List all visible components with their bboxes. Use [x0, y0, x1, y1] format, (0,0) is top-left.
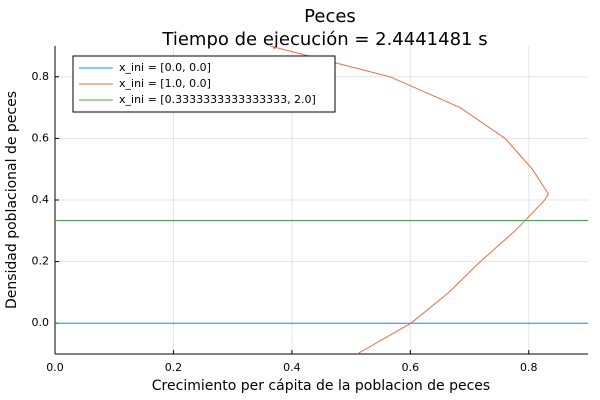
y-axis-label: Densidad poblacional de peces — [4, 91, 20, 309]
y-tick-label: 0.8 — [32, 70, 50, 83]
y-tick-label: 0.0 — [32, 316, 50, 329]
x-tick-label: 0.2 — [165, 361, 183, 374]
legend-label: x_ini = [0.0, 0.0] — [119, 61, 211, 74]
y-tick-label: 0.2 — [32, 255, 50, 268]
x-tick-label: 0.6 — [402, 361, 420, 374]
plot-area — [55, 46, 588, 354]
chart-title: Peces — [304, 6, 356, 27]
legend-label: x_ini = [0.3333333333333333, 2.0] — [119, 93, 316, 106]
chart-subtitle: Tiempo de ejecución = 2.4441481 s — [161, 29, 487, 50]
x-axis-label: Crecimiento per cápita de la poblacion d… — [152, 378, 490, 394]
y-tick-label: 0.4 — [32, 193, 50, 206]
legend-box — [72, 55, 336, 113]
x-tick-label: 0.0 — [46, 361, 64, 374]
x-tick-label: 0.4 — [283, 361, 301, 374]
legend-label: x_ini = [1.0, 0.0] — [119, 77, 211, 90]
x-tick-label: 0.8 — [520, 361, 538, 374]
y-tick-label: 0.6 — [32, 131, 50, 144]
data-line — [269, 46, 549, 354]
